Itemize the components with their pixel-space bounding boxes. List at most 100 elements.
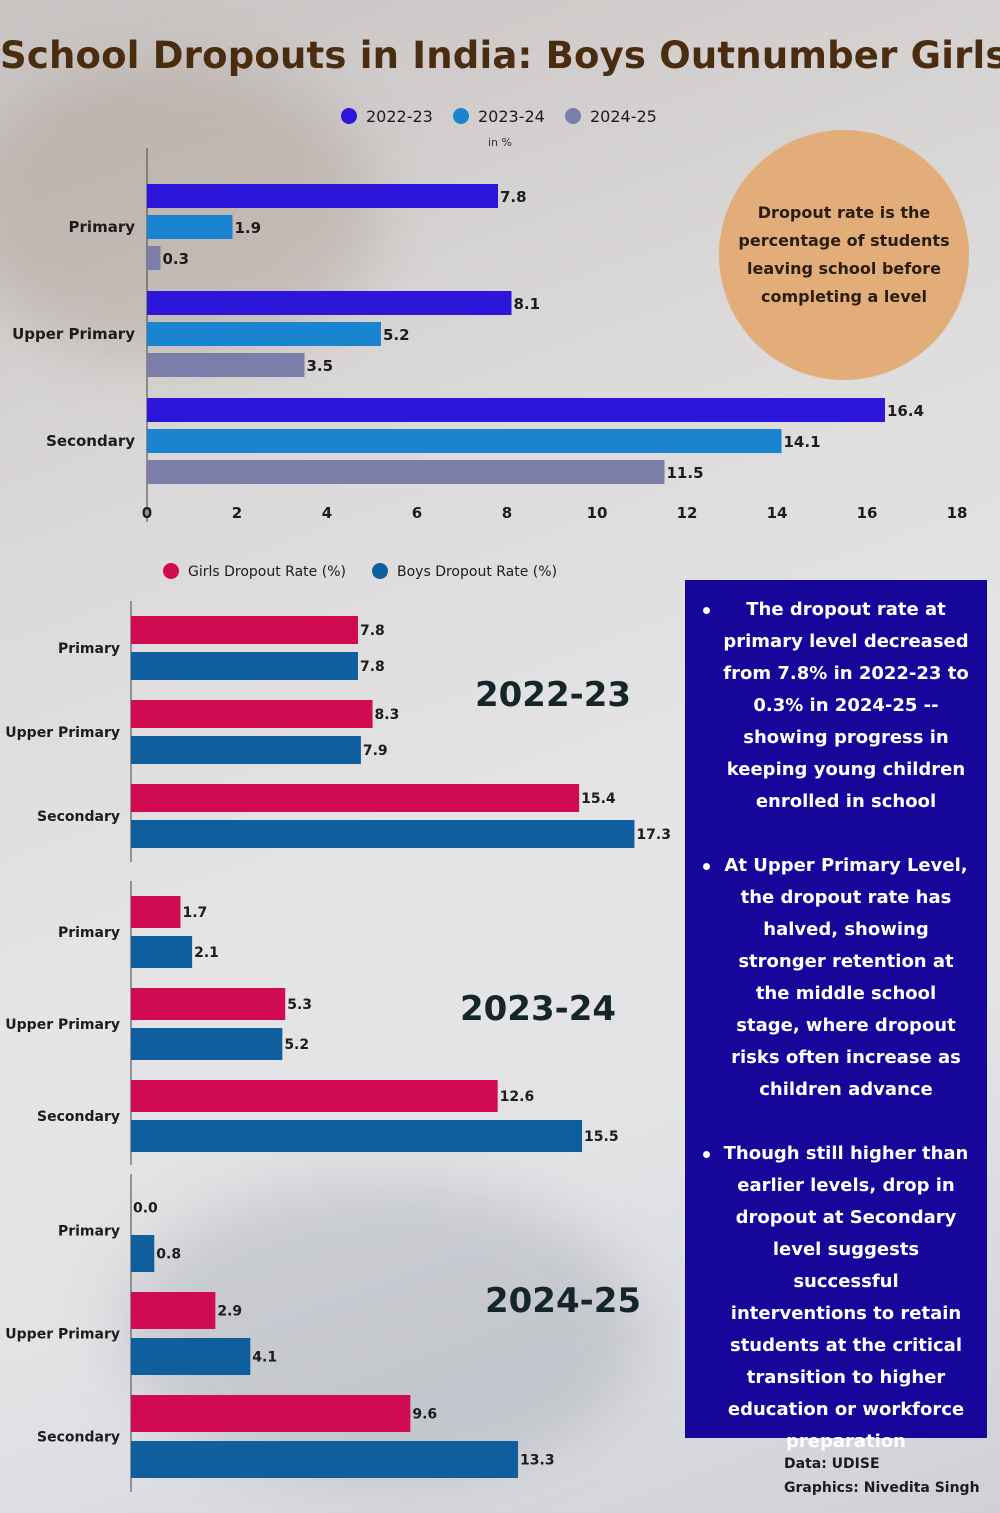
bar (131, 1080, 498, 1112)
tick-label: 16 (857, 504, 878, 522)
graphics-credit: Graphics: Nivedita Singh (784, 1480, 980, 1496)
insights-panel: The dropout rate at primary level decrea… (685, 580, 987, 1452)
definition-circle: Dropout rate is the percentage of studen… (719, 130, 969, 380)
data-label: 2.1 (194, 945, 219, 961)
category-label: Secondary (37, 1109, 120, 1125)
data-label: 7.8 (500, 188, 527, 206)
data-label: 0.3 (163, 250, 190, 268)
definition-text: Dropout rate is the percentage of studen… (738, 203, 950, 306)
bar (131, 988, 286, 1020)
bar (147, 460, 665, 484)
bar (131, 1338, 251, 1375)
tick-label: 18 (947, 504, 968, 522)
data-label: 0.0 (133, 1201, 158, 1217)
data-label: 5.3 (287, 997, 312, 1013)
data-label: 4.1 (252, 1350, 277, 1366)
insight-item: Though still higher than earlier levels,… (703, 1138, 969, 1490)
data-label: 5.2 (383, 326, 410, 344)
data-label: 5.2 (284, 1037, 309, 1053)
bar (131, 784, 580, 812)
legend-swatch (453, 108, 469, 124)
data-label: 8.1 (514, 295, 541, 313)
legend-swatch (565, 108, 581, 124)
bar (147, 398, 885, 422)
bar (147, 429, 782, 453)
data-label: 12.6 (500, 1089, 535, 1105)
data-label: 17.3 (636, 827, 671, 843)
bar (131, 896, 181, 928)
bar (131, 652, 358, 680)
tick-label: 2 (232, 504, 242, 522)
bar (131, 936, 193, 968)
tick-label: 8 (502, 504, 512, 522)
tick-label: 12 (677, 504, 698, 522)
legend-label: Girls Dropout Rate (%) (188, 564, 346, 580)
data-label: 0.8 (156, 1247, 181, 1263)
page-title: School Dropouts in India: Boys Outnumber… (0, 34, 1000, 77)
data-source: Data: UDISE (784, 1456, 880, 1472)
data-label: 2.9 (217, 1304, 242, 1320)
bar (147, 353, 305, 377)
data-label: 1.7 (182, 905, 207, 921)
bar (147, 246, 161, 270)
tick-label: 10 (587, 504, 608, 522)
data-label: 11.5 (667, 464, 704, 482)
bar (131, 820, 635, 848)
bar (131, 1235, 155, 1272)
data-label: 7.8 (360, 659, 385, 675)
category-label: Primary (58, 925, 120, 941)
data-label: 3.5 (307, 357, 334, 375)
tick-label: 0 (142, 504, 152, 522)
chart-dropout-by-year: 2022-23 2023-24 2024-25 in % Primary 7.8 1.9 0.… (12, 107, 968, 522)
category-label: Primary (69, 218, 136, 236)
data-label: 8.3 (375, 707, 400, 723)
bar (131, 1395, 411, 1432)
panel-year-label: 2022-23 (475, 675, 631, 715)
bar (131, 1120, 583, 1152)
panel-year-label: 2024-25 (485, 1281, 641, 1321)
panel-year-label: 2023-24 (460, 989, 616, 1029)
chart-gender-dropout: Girls Dropout Rate (%) Boys Dropout Rate … (5, 563, 671, 1492)
data-label: 14.1 (784, 433, 821, 451)
category-label: Primary (58, 641, 120, 657)
legend-swatch (341, 108, 357, 124)
bar (147, 322, 381, 346)
category-label: Secondary (46, 432, 135, 450)
tick-label: 4 (322, 504, 332, 522)
data-label: 15.5 (584, 1129, 619, 1145)
bar (131, 1292, 216, 1329)
bar (147, 215, 233, 239)
data-label: 13.3 (520, 1453, 555, 1469)
data-label: 15.4 (581, 791, 616, 807)
category-label: Upper Primary (5, 1017, 120, 1033)
bar (131, 1441, 519, 1478)
category-label: Upper Primary (12, 325, 135, 343)
bar (131, 1028, 283, 1060)
bar (131, 736, 361, 764)
category-label: Upper Primary (5, 725, 120, 741)
bar (147, 291, 512, 315)
legend-label: Boys Dropout Rate (%) (397, 564, 557, 580)
insight-item: At Upper Primary Level, the dropout rate… (703, 850, 969, 1138)
footer: Data: UDISE Graphics: Nivedita Singh (784, 1452, 980, 1500)
bar (131, 616, 358, 644)
data-label: 7.8 (360, 623, 385, 639)
bar (131, 700, 373, 728)
category-label: Upper Primary (5, 1327, 120, 1343)
insight-item: The dropout rate at primary level decrea… (703, 594, 969, 850)
tick-label: 6 (412, 504, 422, 522)
category-label: Primary (58, 1224, 120, 1240)
data-label: 7.9 (363, 743, 388, 759)
legend-label: 2024-25 (590, 107, 657, 126)
data-label: 9.6 (412, 1407, 437, 1423)
data-label: 16.4 (887, 402, 924, 420)
legend-swatch (372, 563, 388, 579)
legend-swatch (163, 563, 179, 579)
legend-label: 2022-23 (366, 107, 433, 126)
tick-label: 14 (767, 504, 788, 522)
data-label: 1.9 (235, 219, 262, 237)
category-label: Secondary (37, 1430, 120, 1446)
legend-label: 2023-24 (478, 107, 545, 126)
category-label: Secondary (37, 809, 120, 825)
bar (147, 184, 498, 208)
